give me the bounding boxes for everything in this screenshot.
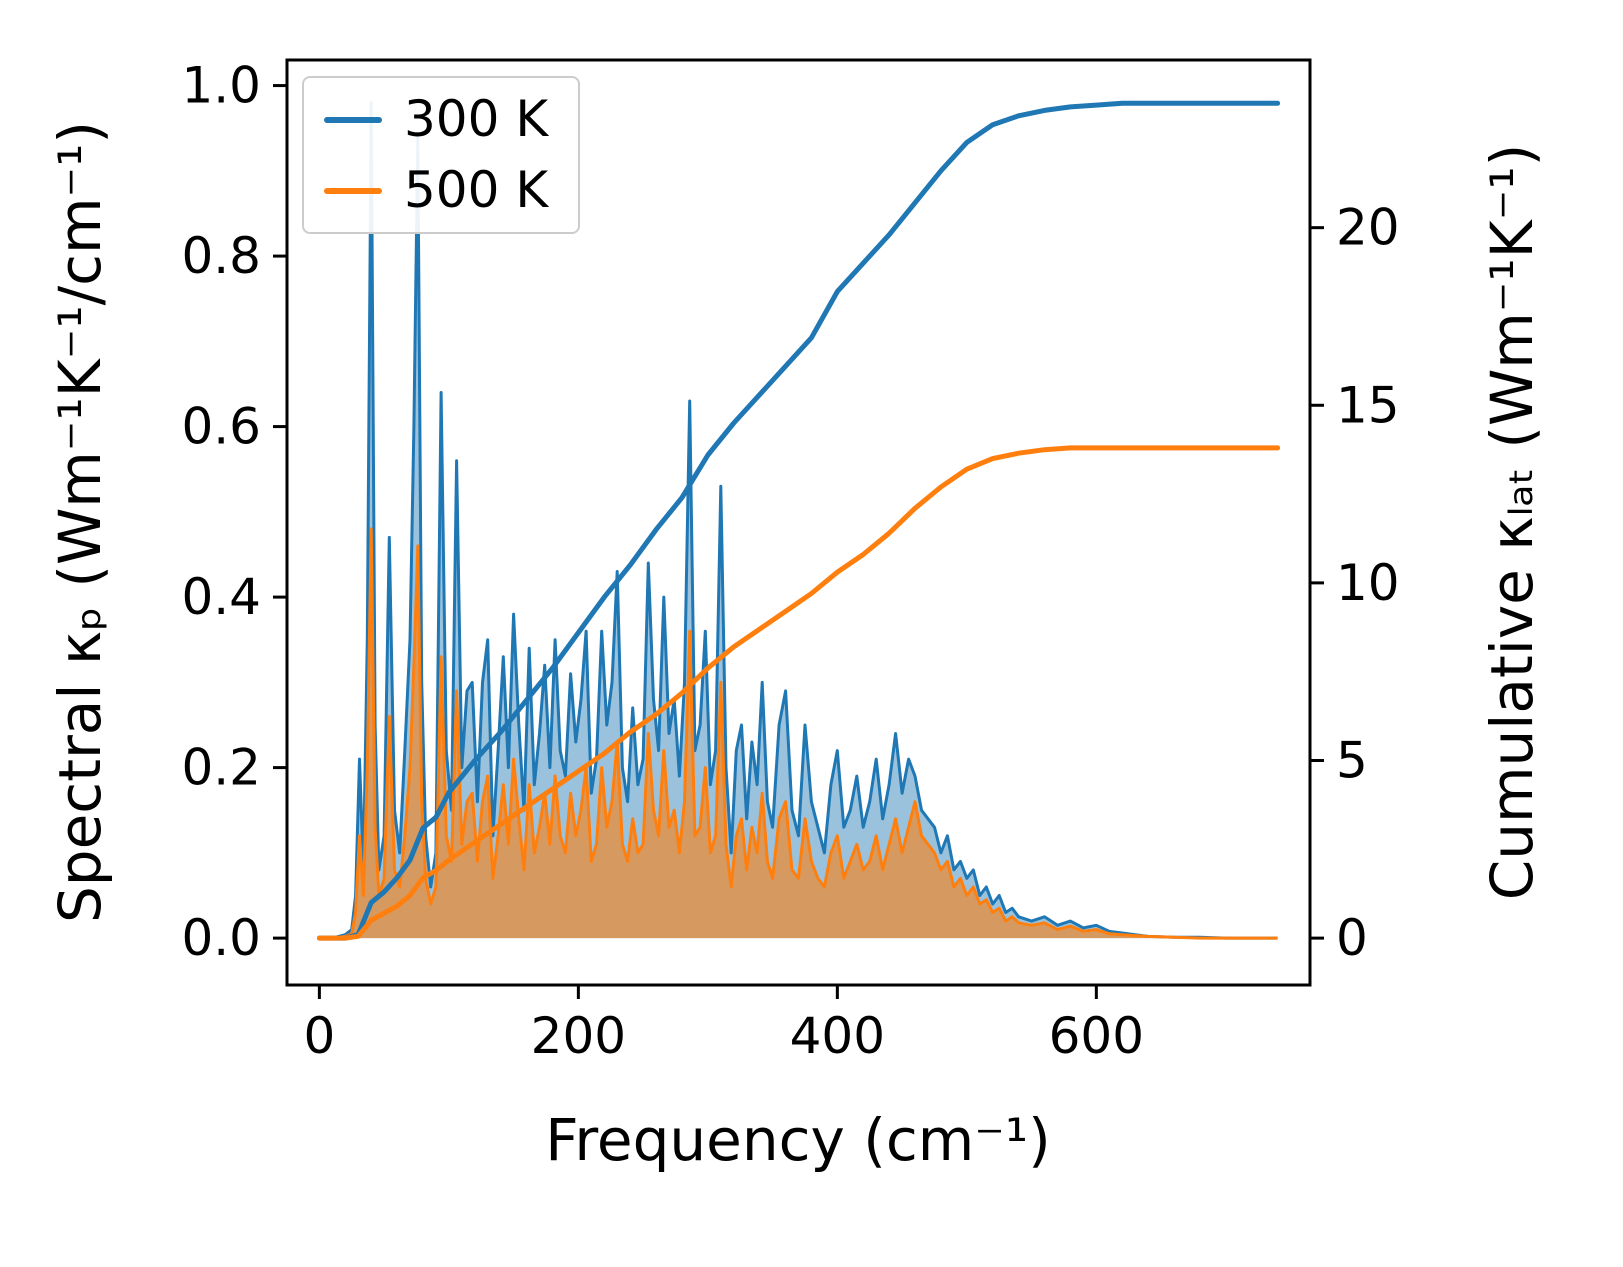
legend-swatch-300k	[324, 116, 382, 123]
spectral-line-500k	[319, 527, 1278, 940]
x-axis-label: Frequency (cm⁻¹)	[545, 1106, 1051, 1174]
x-tick-label: 0	[303, 1007, 335, 1065]
y-right-tick-label: 0	[1336, 909, 1368, 967]
cumulative-line-500k	[316, 445, 1281, 941]
y-left-tick-label: 0.2	[181, 739, 261, 797]
y-right-tick-label: 5	[1336, 731, 1368, 789]
y-left-tick-label: 0.8	[181, 227, 261, 285]
legend-label-300k: 300 K	[404, 90, 549, 148]
y-right-tick-label: 20	[1336, 199, 1400, 257]
legend-item-500k: 500 K	[324, 163, 548, 218]
axes-frame	[285, 58, 1312, 987]
legend-item-300k: 300 K	[324, 92, 548, 147]
legend-label-500k: 500 K	[404, 161, 549, 219]
legend-swatch-500k	[324, 187, 382, 194]
x-tick-label: 400	[790, 1007, 885, 1065]
x-tick-label: 600	[1049, 1007, 1144, 1065]
x-tick-label: 200	[531, 1007, 626, 1065]
y-right-tick-label: 15	[1336, 376, 1400, 434]
legend: 300 K 500 K	[302, 76, 581, 234]
cumulative-line-300k	[316, 100, 1281, 941]
y-right-tick-label: 10	[1336, 554, 1400, 612]
spectral-line-300k	[319, 101, 1278, 940]
y-left-tick-label: 0.0	[181, 909, 261, 967]
y-left-tick-label: 0.4	[181, 568, 261, 626]
y-left-tick-label: 0.6	[181, 398, 261, 456]
y-axis-label-right: Cumulative κₗₐₜ (Wm⁻¹K⁻¹)	[1478, 143, 1546, 901]
y-axis-label-left: Spectral κₚ (Wm⁻¹K⁻¹/cm⁻¹)	[46, 120, 114, 924]
y-left-tick-label: 1.0	[181, 57, 261, 115]
